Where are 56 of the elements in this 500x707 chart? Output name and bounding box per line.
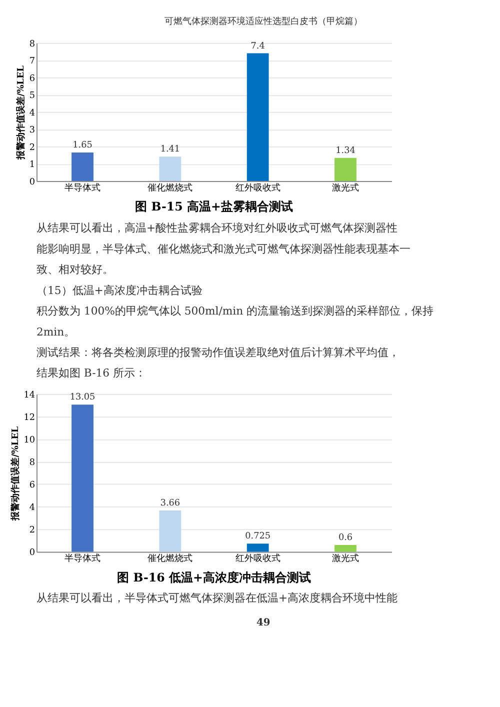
y-tick-label: 2: [29, 142, 36, 153]
y-tick-label: 4: [29, 108, 36, 118]
y-tick-label: 10: [24, 436, 36, 446]
text: 从结果可以看出，半导体式可燃气体探测器在低温+高浓度耦合环境中性能: [36, 592, 398, 605]
text: 从结果可以看出，高温+酸性盐雾耦合环境对红外吸收式可燃气体探测器性: [36, 222, 398, 235]
y-tick-label: 4: [29, 503, 36, 514]
text: 49: [256, 618, 270, 629]
data-label: 13.05: [70, 392, 96, 403]
text: 图 B-16 低温+高浓度冲击耦合测试: [117, 570, 311, 584]
y-tick-label: 6: [29, 480, 36, 491]
y-tick-label: 12: [24, 412, 36, 423]
x-tick-label: 半导体式: [64, 182, 101, 194]
x-tick-label: 红外吸收式: [235, 182, 280, 194]
y-axis-title: 报警动作值误差/%LEL: [10, 426, 21, 522]
bar: [246, 544, 269, 552]
y-axis-title: 报警动作值误差/%LEL: [15, 64, 26, 160]
data-label: 0.725: [245, 532, 271, 542]
bar: [72, 152, 94, 181]
x-tick-label: 半导体式: [64, 553, 101, 564]
y-tick-label: 0: [29, 177, 36, 188]
y-tick-label: 8: [29, 39, 36, 50]
bar: [72, 404, 94, 552]
data-label: 3.66: [160, 498, 180, 509]
text: 测试结果：将各类检测原理的报警动作值误差取绝对值后计算算术平均值，: [36, 346, 400, 360]
y-tick-label: 5: [29, 91, 36, 102]
y-tick-label: 2: [29, 526, 36, 536]
data-label: 1.65: [72, 140, 92, 151]
x-tick-label: 红外吸收式: [235, 553, 280, 564]
x-tick-label: 激光式: [332, 553, 359, 564]
y-tick-label: 14: [24, 390, 36, 400]
y-tick-label: 3: [29, 126, 36, 136]
text: 结果如图 B-16 所示：: [36, 366, 146, 380]
data-label: 1.41: [160, 144, 180, 155]
text: 可燃气体探测器环境适应性选型白皮书（甲烷篇）: [164, 16, 362, 28]
data-label: 0.6: [338, 533, 353, 544]
y-tick-label: 6: [29, 74, 36, 84]
bar: [159, 156, 182, 181]
y-tick-label: 7: [29, 56, 36, 67]
text: 能影响明显，半导体式、催化燃烧式和激光式可燃气体探测器性能表现基本一: [36, 242, 410, 256]
data-label: 7.4: [250, 41, 266, 52]
y-tick-label: 8: [29, 458, 36, 468]
x-tick-label: 催化燃烧式: [148, 553, 193, 564]
text: 致、相对较好。: [36, 263, 114, 276]
text: 积分数为 100%的甲烷气体以 500ml/min 的流量输送到探测器的采样部位，保持: [36, 304, 434, 318]
bar: [246, 53, 269, 181]
y-tick-label: 1: [29, 160, 36, 170]
bar: [159, 510, 182, 552]
text: 图 B-15 高温+盐雾耦合测试: [135, 200, 293, 214]
bar: [334, 545, 356, 552]
x-tick-label: 催化燃烧式: [148, 182, 193, 194]
text: （15）低温+高浓度冲击耦合试验: [36, 284, 202, 297]
data-label: 1.34: [336, 146, 356, 156]
bar: [334, 158, 356, 181]
text: 2min。: [36, 325, 76, 338]
x-tick-label: 激光式: [332, 182, 359, 194]
y-tick-label: 0: [29, 548, 36, 558]
